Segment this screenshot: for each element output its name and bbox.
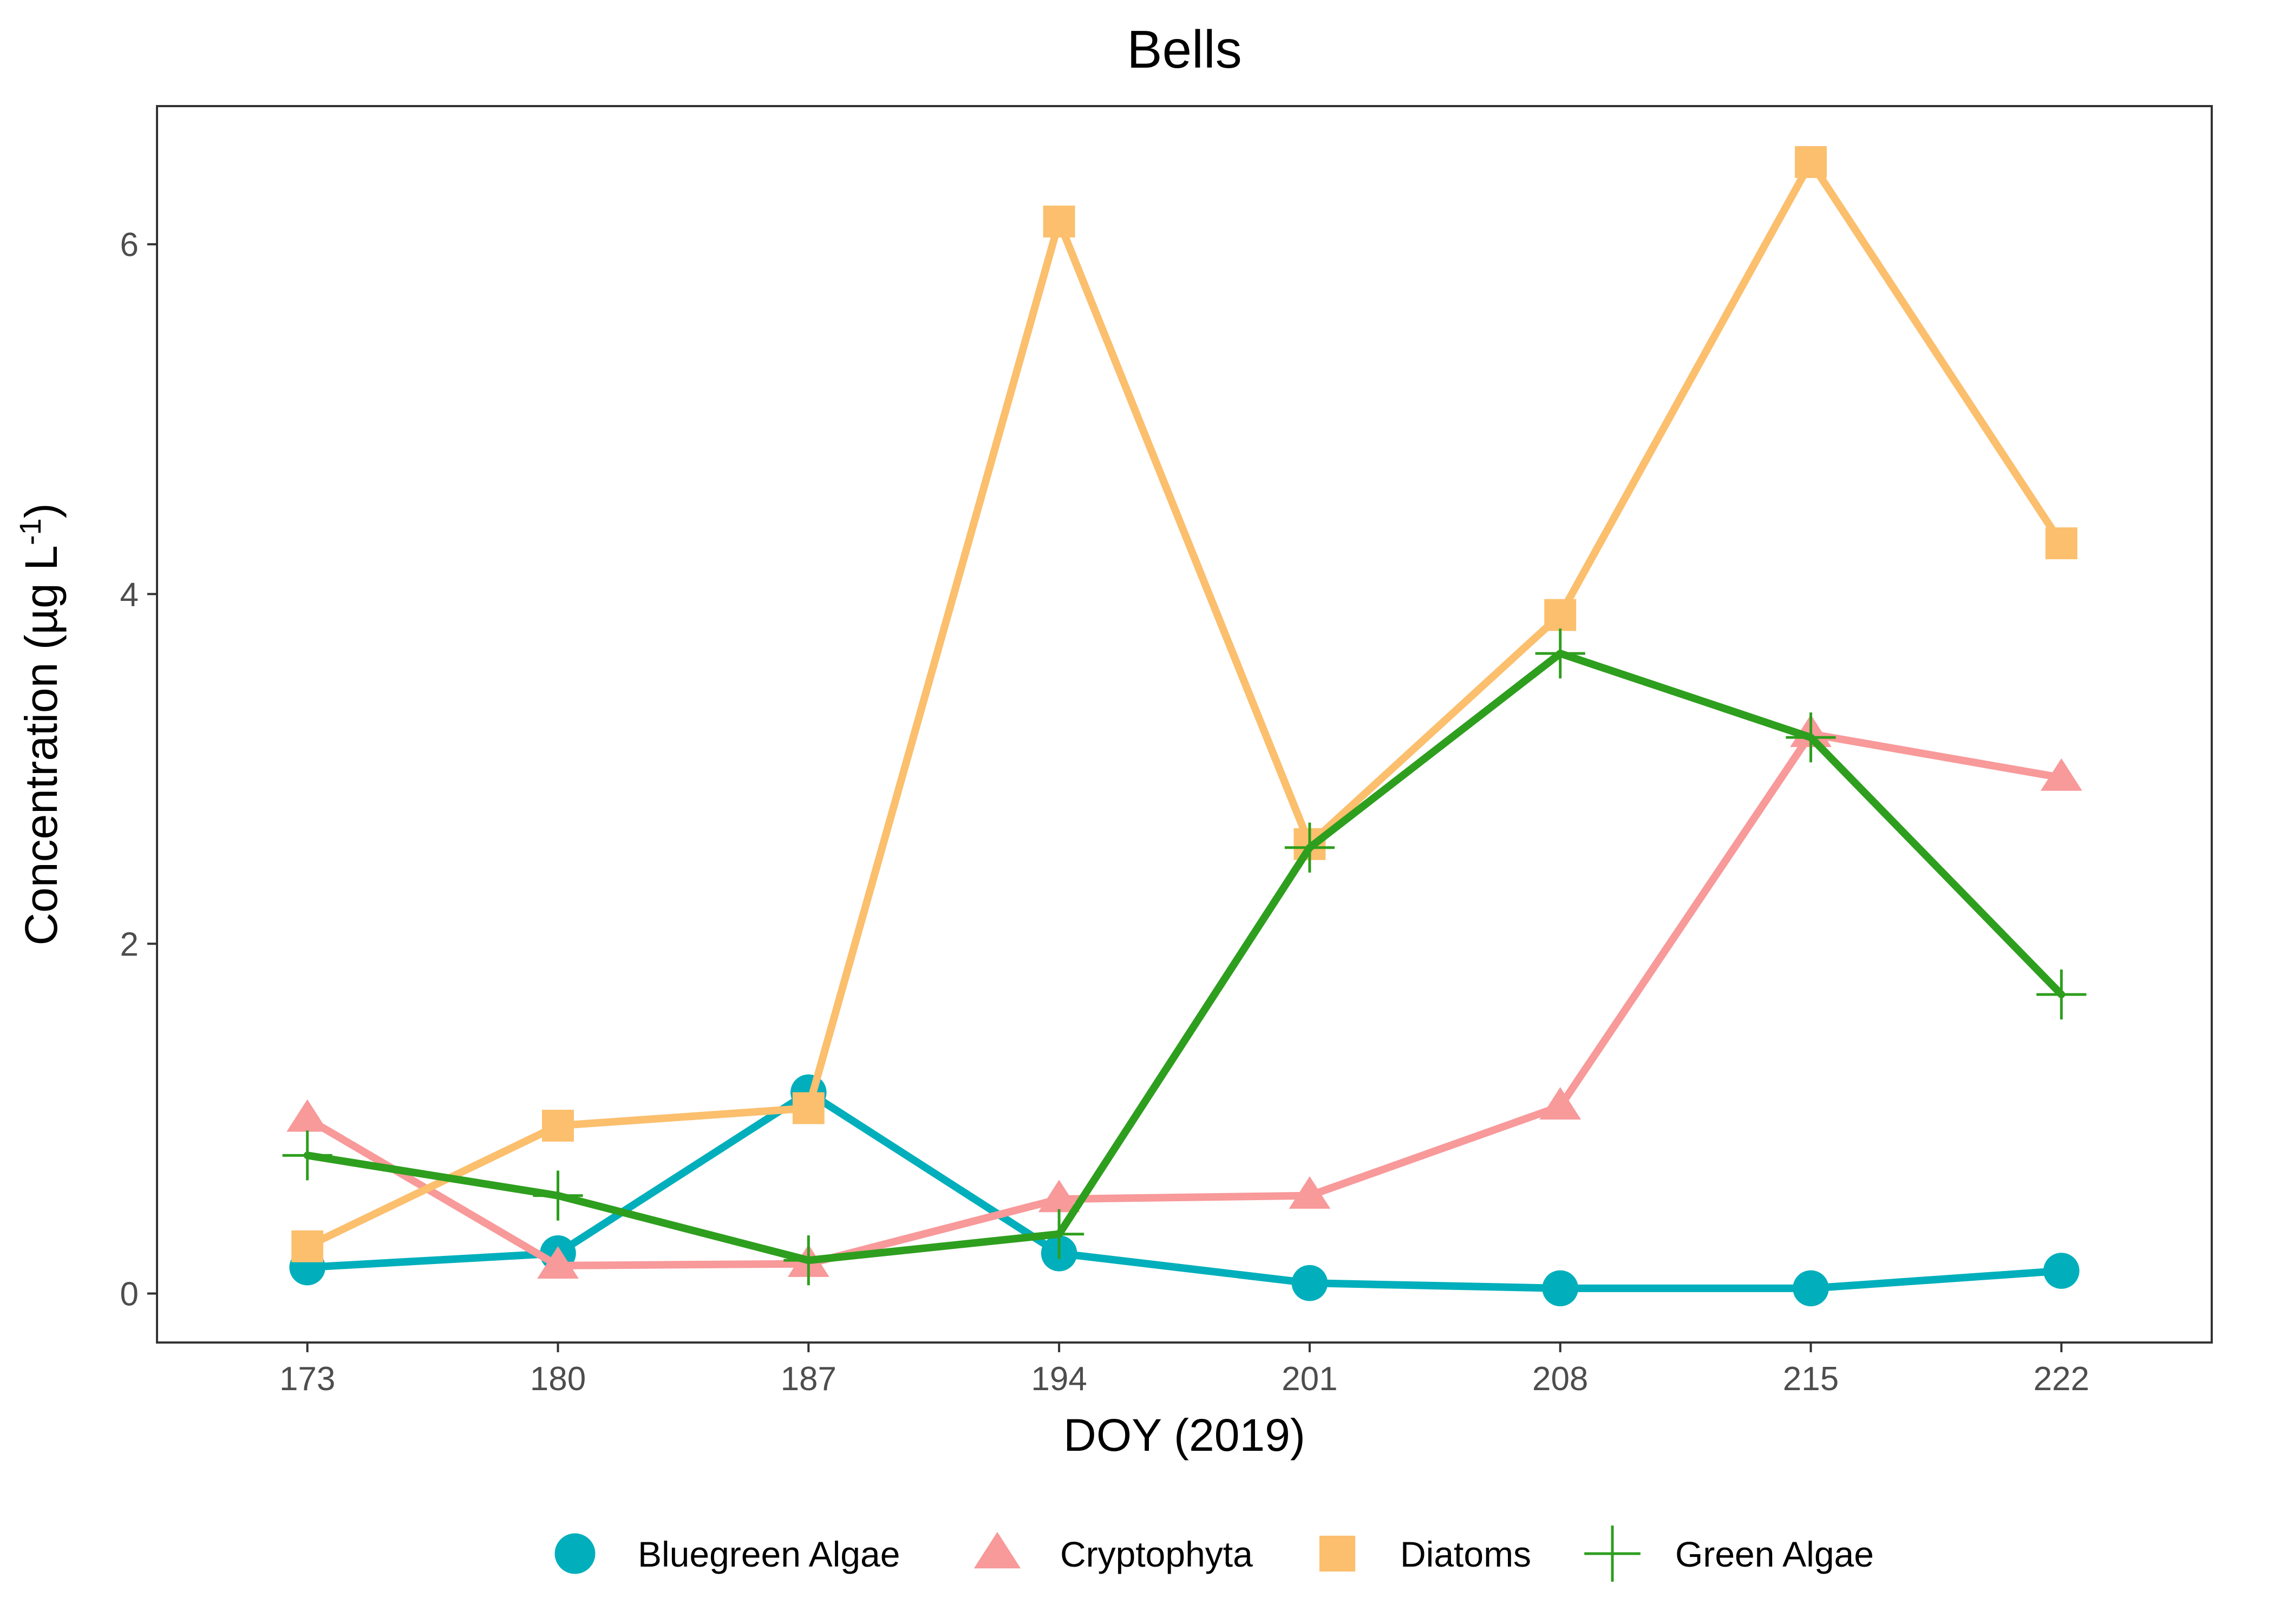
series-line-diatoms [303, 158, 2066, 1250]
x-tick-label: 180 [530, 1360, 586, 1398]
x-tick-label: 201 [1282, 1360, 1337, 1398]
data-point-cryptophyta [1539, 1087, 1582, 1120]
data-point-bluegreen-algae [1542, 1270, 1578, 1307]
data-point-diatoms [2045, 527, 2077, 560]
data-point-cryptophyta [1289, 1176, 1331, 1209]
data-point-bluegreen-algae [1793, 1270, 1829, 1307]
y-tick-label: 0 [120, 1276, 139, 1313]
data-point-diatoms [1544, 599, 1577, 631]
plot-border [156, 105, 2213, 1344]
series-cryptophyta [286, 715, 2082, 1279]
x-axis: 173 180 187 194 201 208 215 222 [279, 1343, 2089, 1398]
y-axis-title: Concentration (µg L-1) [13, 503, 67, 945]
data-point-cryptophyta [2040, 758, 2082, 791]
data-point-green-algae [1284, 822, 1335, 873]
data-point-green-algae [2036, 970, 2087, 1020]
legend-label-green-algae: Green Algae [1675, 1534, 1874, 1574]
data-point-green-algae [783, 1235, 834, 1286]
x-tick-label: 187 [781, 1360, 837, 1398]
plot-area [156, 105, 2213, 1344]
series-line-cryptophyta [303, 730, 2066, 1269]
x-tick-label: 222 [2034, 1360, 2089, 1398]
x-tick-label: 194 [1031, 1360, 1087, 1398]
series-line-green-algae [303, 650, 2066, 1265]
data-point-green-algae [1535, 628, 1585, 679]
series-line-bluegreen-algae [303, 1089, 2066, 1292]
y-axis: 0 2 4 6 [120, 226, 157, 1313]
chart-title: Bells [1127, 19, 1241, 79]
y-tick-label: 2 [120, 926, 139, 963]
x-tick-label: 208 [1532, 1360, 1588, 1398]
legend-key-cryptophyta [973, 1531, 1021, 1569]
data-point-cryptophyta [286, 1099, 329, 1132]
legend-label-diatoms: Diatoms [1400, 1534, 1531, 1574]
legend: Bluegreen Algae Cryptophyta Diatoms Green A… [554, 1525, 1874, 1582]
data-point-diatoms [792, 1092, 825, 1124]
x-axis-title: DOY (2019) [1063, 1410, 1305, 1461]
data-point-diatoms [291, 1230, 324, 1262]
legend-key-bluegreen-algae [554, 1533, 596, 1574]
legend-key-diatoms [1319, 1535, 1356, 1572]
series-green-algae [282, 628, 2087, 1286]
legend-key-green-algae [1584, 1525, 1641, 1582]
y-axis-title-main: Concentration (µg L [16, 545, 67, 945]
data-point-green-algae [533, 1170, 583, 1221]
y-axis-title-close: ) [16, 503, 67, 518]
legend-label-cryptophyta: Cryptophyta [1060, 1534, 1253, 1574]
data-point-cryptophyta [537, 1246, 579, 1279]
data-point-diatoms [1043, 205, 1075, 238]
x-tick-label: 215 [1783, 1360, 1839, 1398]
series-layer [282, 146, 2087, 1307]
data-point-green-algae [1786, 712, 1836, 763]
y-axis-title-superscript: -1 [13, 518, 47, 545]
data-point-bluegreen-algae [1291, 1265, 1328, 1301]
y-tick-label: 6 [120, 226, 139, 264]
x-tick-label: 173 [279, 1360, 335, 1398]
data-point-green-algae [1034, 1209, 1084, 1259]
legend-label-bluegreen-algae: Bluegreen Algae [638, 1534, 900, 1574]
series-bluegreen-algae [289, 1074, 2080, 1307]
data-point-diatoms [542, 1109, 574, 1142]
data-point-diatoms [1795, 146, 1827, 178]
y-tick-label: 4 [120, 576, 139, 613]
data-point-green-algae [282, 1130, 332, 1181]
data-point-bluegreen-algae [2043, 1253, 2080, 1289]
data-point-cryptophyta [1038, 1180, 1080, 1213]
